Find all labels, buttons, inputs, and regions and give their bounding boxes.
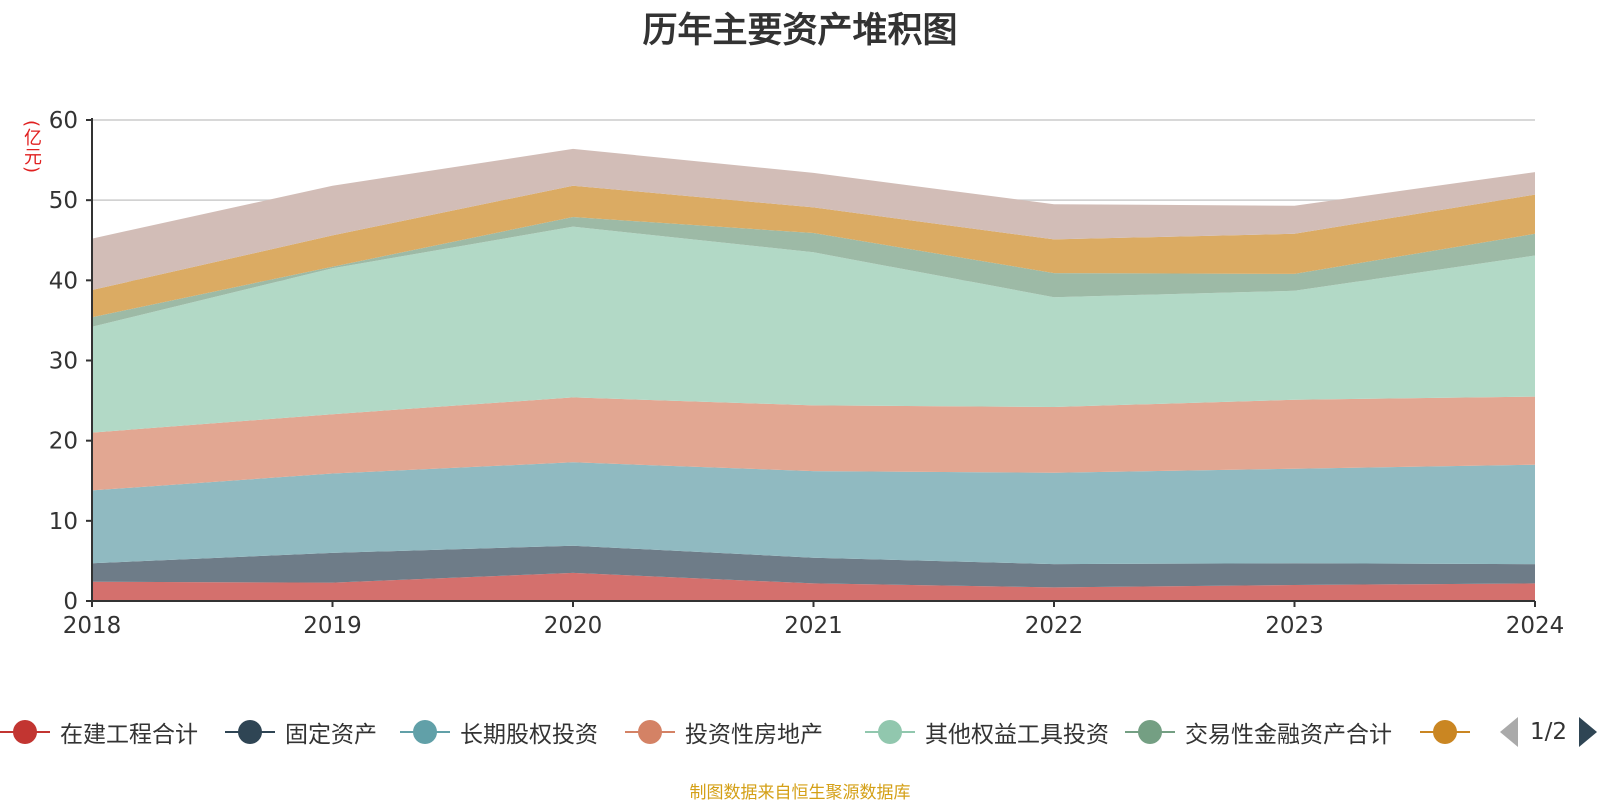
legend-item[interactable] xyxy=(1420,712,1470,752)
y-tick-label: 30 xyxy=(49,349,78,375)
legend-item[interactable]: 其他权益工具投资 xyxy=(865,712,1109,752)
legend-label: 在建工程合计 xyxy=(60,722,198,748)
legend-marker-icon xyxy=(225,712,275,752)
y-axis-unit-label: (亿元) xyxy=(21,120,42,175)
legend-item[interactable]: 固定资产 xyxy=(225,712,377,752)
legend-pager: 1/2 xyxy=(1500,712,1598,752)
x-tick-label: 2020 xyxy=(544,613,603,639)
x-tick-label: 2019 xyxy=(303,613,362,639)
area-layer xyxy=(92,148,1535,601)
data-source-note: 制图数据来自恒生聚源数据库 xyxy=(689,783,911,803)
legend-item[interactable]: 在建工程合计 xyxy=(0,712,198,752)
x-tick-label: 2018 xyxy=(63,613,122,639)
series-area-4 xyxy=(92,396,1535,491)
legend-item[interactable]: 投资性房地产 xyxy=(625,712,823,752)
legend-marker-icon xyxy=(865,712,915,752)
series-area-3 xyxy=(92,462,1535,565)
series-area-7 xyxy=(92,185,1535,318)
legend-label: 长期股权投资 xyxy=(460,722,598,748)
y-tick-label: 40 xyxy=(49,268,78,294)
legend-marker-icon xyxy=(0,712,50,752)
axis-layer: 0 10 20 30 40 50 60 2018 2019 2020 2021 2022 2023 202… xyxy=(49,108,1565,639)
legend-label: 投资性房地产 xyxy=(685,722,823,748)
legend-page-indicator: 1/2 xyxy=(1530,719,1568,745)
series-area-8 xyxy=(92,148,1535,290)
chart-title: 历年主要资产堆积图 xyxy=(642,11,958,51)
series-area-2 xyxy=(92,545,1535,588)
stacked-area-chart: 0 10 20 30 40 50 60 2018 2019 2020 2021 2022 2023 202… xyxy=(49,108,1565,639)
x-tick-label: 2023 xyxy=(1265,613,1324,639)
x-tick-label: 2022 xyxy=(1025,613,1084,639)
legend-item[interactable]: 长期股权投资 xyxy=(400,712,598,752)
legend-marker-icon xyxy=(625,712,675,752)
y-tick-label: 60 xyxy=(49,108,78,134)
series-area-5 xyxy=(92,226,1535,433)
y-tick-label: 10 xyxy=(49,509,78,535)
series-area-1 xyxy=(92,572,1535,601)
legend-item[interactable]: 交易性金融资产合计 xyxy=(1125,712,1392,752)
legend-label: 其他权益工具投资 xyxy=(925,722,1109,748)
legend-marker-icon xyxy=(1125,712,1175,752)
y-tick-label: 0 xyxy=(63,589,78,615)
legend-marker-icon xyxy=(1420,712,1470,752)
legend-label: 固定资产 xyxy=(285,722,377,748)
x-tick-label: 2024 xyxy=(1506,613,1565,639)
x-tick-label: 2021 xyxy=(784,613,843,639)
y-tick-label: 50 xyxy=(49,188,78,214)
y-tick-label: 20 xyxy=(49,429,78,455)
series-area-6 xyxy=(92,217,1535,327)
legend-label: 交易性金融资产合计 xyxy=(1185,722,1392,748)
prev-page-icon[interactable] xyxy=(1500,717,1518,747)
legend: 在建工程合计 固定资产 长期股权投资 投资性房地产 其他权益工具投资 交易性金融资产合计 xyxy=(0,712,1600,752)
legend-marker-icon xyxy=(400,712,450,752)
next-page-icon[interactable] xyxy=(1579,717,1598,747)
